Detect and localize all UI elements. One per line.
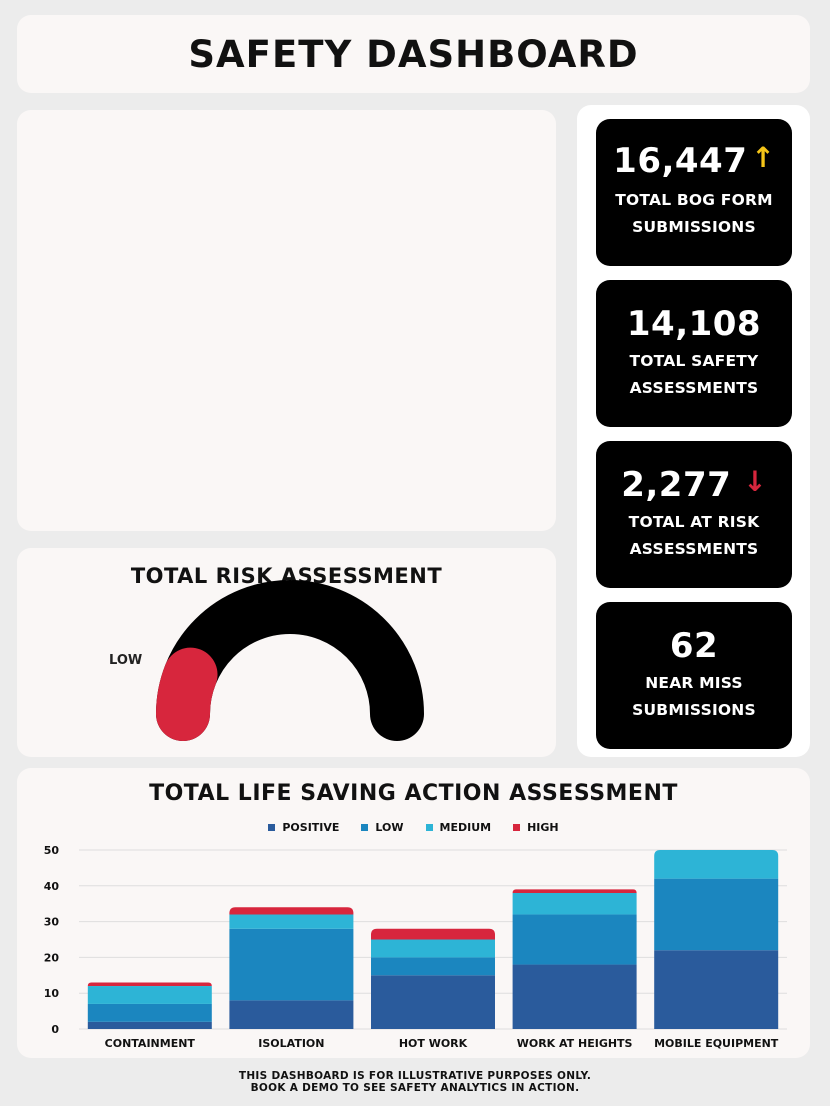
bar-segment-medium [371,939,495,958]
legend-label: MEDIUM [439,821,492,834]
kpi-card-safety-assessments[interactable]: 14,108 TOTAL SAFETY ASSESSMENTS [596,280,792,427]
risk-gauge-panel: TOTAL RISK ASSESSMENT LOW [17,548,556,757]
x-tick-label: MOBILE EQUIPMENT [654,1037,779,1050]
kpi-column: 16,447 ↑ TOTAL BOG FORM SUBMISSIONS 14,10… [577,105,810,757]
legend-swatch [425,824,433,831]
legend-item-medium[interactable]: MEDIUM [425,821,492,834]
stacked-bar-chart: 0 10 20 30 40 50 CONTAINMENT ISOLATION HOT WORK W… [44,844,787,1050]
bar-segment-medium [229,914,354,929]
kpi-label: NEAR MISS [645,674,743,692]
kpi-value: 2,277 [621,465,732,505]
gauge-fill [156,647,218,741]
footer-line: THIS DASHBOARD IS FOR ILLUSTRATIVE PURPO… [238,1070,592,1082]
legend-item-high[interactable]: HIGH [513,821,559,834]
kpi-card-near-miss[interactable]: 62 NEAR MISS SUBMISSIONS [596,602,792,749]
legend-label: POSITIVE [282,821,340,834]
bar-segment-low [654,878,779,951]
trend-up-icon: ↑ [751,141,775,174]
legend-label: LOW [375,821,404,834]
kpi-label: SUBMISSIONS [632,218,756,236]
header-bar: SAFETY DASHBOARD [17,15,810,93]
x-tick-label: CONTAINMENT [105,1037,196,1050]
y-tick-label: 10 [44,987,60,1000]
bar-segment-positive [87,1021,212,1029]
bar-segment-high [87,982,212,987]
gauge-track [156,580,424,741]
legend-swatch [268,824,276,831]
y-tick-label: 20 [44,951,60,964]
kpi-value: 62 [669,626,719,666]
page-title: SAFETY DASHBOARD [188,32,639,76]
bar-segment-positive [512,964,637,1029]
bar-segment-positive [229,1000,354,1029]
footer-disclaimer: THIS DASHBOARD IS FOR ILLUSTRATIVE PURPO… [0,1070,830,1094]
bar-segment-low [512,914,637,965]
legend-label: HIGH [527,821,559,834]
chart-title: TOTAL LIFE SAVING ACTION ASSESSMENT [149,781,678,806]
life-saving-action-chart-panel: TOTAL LIFE SAVING ACTION ASSESSMENT POSI… [17,768,810,1058]
x-tick-label: WORK AT HEIGHTS [517,1037,633,1050]
bar-segment-low [87,1003,212,1022]
bar-segment-low [371,957,495,976]
x-tick-label: ISOLATION [258,1037,324,1050]
y-tick-label: 0 [51,1023,59,1036]
bar-segment-medium [512,892,637,915]
kpi-label: TOTAL AT RISK [628,513,760,531]
bar-segment-medium [654,850,779,879]
legend-item-positive[interactable]: POSITIVE [268,821,339,834]
legend-swatch [513,824,521,831]
risk-gauge [156,580,424,741]
kpi-label: ASSESSMENTS [629,540,759,558]
kpi-label: ASSESSMENTS [629,379,759,397]
trend-down-icon: ↓ [743,465,767,498]
bar-segment-high [512,889,637,893]
kpi-card-at-risk-assessments[interactable]: 2,277 ↓ TOTAL AT RISK ASSESSMENTS [596,441,792,588]
bar-segment-medium [87,986,212,1004]
bar-segment-high [229,907,354,915]
kpi-label: TOTAL BOG FORM [615,191,773,209]
x-tick-label: HOT WORK [399,1037,468,1050]
y-tick-label: 30 [44,916,60,929]
kpi-card-bog-submissions[interactable]: 16,447 ↑ TOTAL BOG FORM SUBMISSIONS [596,119,792,266]
bar-segment-positive [654,950,779,1029]
gauge-level-label: LOW [109,653,143,668]
bar-segment-positive [371,975,495,1029]
kpi-label: TOTAL SAFETY [629,352,759,370]
bar-segment-high [371,928,495,940]
kpi-value: 16,447 [613,141,748,181]
kpi-label: SUBMISSIONS [632,701,756,719]
legend-item-low[interactable]: LOW [361,821,404,834]
legend-swatch [361,824,369,831]
y-tick-label: 50 [44,844,60,857]
chart-legend: POSITIVE LOW MEDIUM HIGH [17,821,810,834]
bar-segment-low [229,928,354,1001]
y-tick-label: 40 [44,880,60,893]
kpi-value: 14,108 [626,304,762,344]
map-panel [17,110,556,531]
footer-line: BOOK A DEMO TO SEE SAFETY ANALYTICS IN A… [250,1082,580,1094]
